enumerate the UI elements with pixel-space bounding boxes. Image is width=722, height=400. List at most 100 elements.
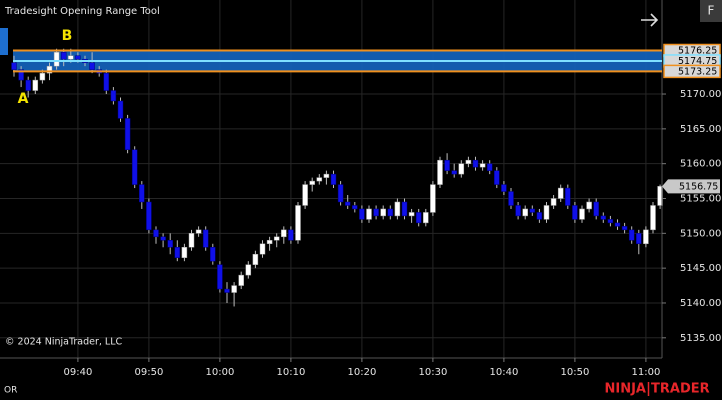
candle-body: [628, 229, 635, 241]
x-tick-label: 10:20: [347, 367, 376, 378]
copyright: © 2024 NinjaTrader, LLC: [5, 337, 122, 348]
candle-body: [401, 201, 408, 217]
candle-body: [316, 177, 323, 182]
y-tick-label: 5145.00: [680, 263, 721, 274]
candle-body: [465, 159, 472, 164]
footer-label: OR: [4, 386, 17, 396]
x-tick-label: 10:50: [560, 367, 589, 378]
candle-body: [295, 205, 301, 241]
candle-body: [231, 285, 237, 293]
candle-body: [415, 212, 422, 224]
candle-body: [373, 208, 379, 217]
candle-body: [181, 247, 188, 258]
candle-body: [479, 163, 486, 168]
candle-body: [153, 229, 159, 238]
candle-body: [131, 149, 138, 185]
candle-body: [60, 51, 67, 60]
x-tick-label: 10:40: [489, 367, 518, 378]
x-tick-label: 09:50: [134, 367, 163, 378]
candle-body: [550, 198, 557, 206]
candle-body: [437, 159, 443, 185]
candle-body: [593, 201, 599, 217]
candle-body: [174, 247, 181, 258]
level-label: 5176.25: [678, 45, 717, 56]
chart-title: Tradesight Opening Range Tool: [4, 6, 160, 17]
candle-body: [586, 201, 592, 210]
candle-body: [565, 187, 571, 206]
y-tick-label: 5165.00: [680, 124, 721, 135]
candle-body: [607, 219, 614, 224]
candle-body: [430, 184, 436, 213]
candle-body: [458, 163, 465, 175]
candle-body: [146, 201, 152, 231]
menu-button-label[interactable]: F: [708, 4, 715, 18]
candle-body: [543, 205, 550, 220]
candle-body: [68, 55, 74, 60]
candle-body: [245, 264, 252, 276]
candle-body: [494, 170, 500, 185]
candle-body: [266, 240, 273, 245]
x-tick-label: 11:00: [631, 367, 660, 378]
y-tick-label: 5150.00: [680, 228, 721, 239]
candle-body: [124, 118, 131, 150]
candle-body: [657, 186, 663, 206]
candle-body: [273, 236, 280, 241]
candle-body: [557, 187, 564, 199]
candle-body: [39, 72, 46, 81]
brand-left: NINJA: [605, 382, 647, 397]
x-tick-label: 10:00: [205, 367, 234, 378]
level-label: 5173.25: [678, 66, 717, 77]
x-tick-label: 10:30: [418, 367, 447, 378]
bar-marker: [0, 28, 8, 55]
candle-body: [117, 100, 124, 119]
candle-body: [650, 205, 656, 231]
candle-body: [366, 208, 372, 220]
candle-body: [210, 247, 216, 262]
candle-body: [259, 243, 266, 255]
candle-body: [352, 205, 358, 210]
candle-body: [344, 201, 351, 206]
candle-body: [387, 208, 394, 217]
candle-body: [408, 212, 415, 217]
candle-body: [75, 55, 81, 60]
candle-body: [217, 264, 223, 290]
candle-body: [110, 90, 117, 102]
candle-body: [614, 222, 621, 227]
menu-button[interactable]: [700, 0, 722, 22]
candle-body: [501, 184, 507, 192]
y-tick-label: 5155.00: [680, 194, 721, 205]
last-price-label: 5156.75: [679, 181, 718, 192]
candle-body: [281, 229, 287, 238]
candle-body: [529, 208, 536, 213]
candle-body: [451, 170, 457, 175]
candle-body: [53, 51, 60, 67]
candle-body: [643, 229, 649, 245]
candle-body: [579, 208, 585, 220]
candle-body: [472, 159, 479, 168]
navigate-arrow[interactable]: [641, 13, 659, 27]
candle-body: [380, 208, 386, 217]
x-tick-label: 09:40: [63, 367, 92, 378]
candle-body: [359, 208, 365, 220]
last-price-box: [662, 179, 720, 194]
candle-body: [302, 184, 308, 206]
brand-right: TRADER: [651, 382, 710, 397]
candle-body: [195, 229, 202, 234]
candle-body: [572, 205, 578, 220]
candle-body: [288, 229, 294, 241]
candle-body: [11, 62, 17, 70]
candle-body: [238, 274, 244, 286]
candle-body: [89, 62, 95, 70]
candle-body: [139, 184, 145, 203]
candle-body: [167, 240, 173, 248]
candle-body: [46, 65, 53, 74]
candle-body: [536, 212, 543, 220]
candle-body: [309, 180, 315, 185]
level-label-box: [663, 64, 721, 79]
candle-body: [160, 236, 166, 241]
candle-body: [515, 205, 521, 217]
y-tick-label: 5140.00: [680, 298, 721, 309]
candle-body: [188, 233, 195, 248]
candle-body: [394, 201, 401, 217]
